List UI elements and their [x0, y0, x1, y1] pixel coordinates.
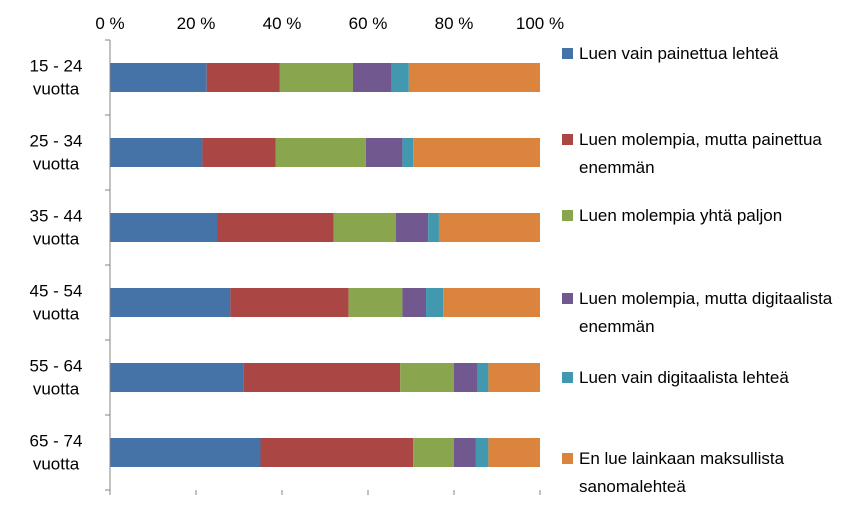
legend-swatch: [562, 134, 573, 145]
x-tick-label: 0 %: [95, 14, 124, 33]
category-label: 65 - 74 vuotta: [30, 432, 83, 474]
category-label: 15 - 24 vuotta: [30, 57, 83, 99]
bar-segment-2-6: [413, 138, 540, 167]
bar-segment-5-3: [400, 363, 454, 392]
legend-label: Luen molempia, mutta digitaalista enemmä…: [579, 289, 833, 336]
bars-layer: [110, 63, 540, 467]
legend-swatch: [562, 453, 573, 464]
bar-segment-2-2: [202, 138, 276, 167]
x-tick-label: 20 %: [177, 14, 216, 33]
legend-label: Luen vain digitaalista lehteä: [579, 368, 789, 387]
bar-segment-6-1: [110, 438, 261, 467]
legend-label: Luen molempia, mutta painettua enemmän: [579, 130, 822, 177]
bar-segment-5-1: [110, 363, 244, 392]
bar-segment-4-4: [402, 288, 427, 317]
bar-segment-1-5: [391, 63, 409, 92]
bar-segment-6-6: [488, 438, 540, 467]
bar-segment-4-2: [230, 288, 349, 317]
legend-label: Luen molempia yhtä paljon: [579, 206, 783, 225]
axes-layer: 15 - 24 vuotta 25 - 34 vuotta 35 - 44 vuotta 4…: [30, 14, 564, 495]
bar-segment-2-4: [365, 138, 403, 167]
bar-segment-1-1: [110, 63, 207, 92]
bar-segment-6-5: [475, 438, 489, 467]
bar-segment-1-2: [206, 63, 280, 92]
bar-segment-1-6: [408, 63, 540, 92]
legend-swatch: [562, 210, 573, 221]
category-label: 45 - 54 vuotta: [30, 282, 83, 324]
legend-swatch: [562, 293, 573, 304]
bar-segment-6-4: [454, 438, 476, 467]
bar-segment-5-4: [454, 363, 478, 392]
bar-segment-1-4: [352, 63, 392, 92]
bar-segment-4-5: [426, 288, 444, 317]
legend-swatch: [562, 372, 573, 383]
bar-segment-3-1: [110, 213, 218, 242]
category-label: 35 - 44 vuotta: [30, 207, 83, 249]
bar-segment-6-3: [413, 438, 454, 467]
category-label: 25 - 34 vuotta: [30, 132, 83, 174]
legend-label: En lue lainkaan maksullista sanomalehteä: [579, 449, 785, 496]
bar-segment-2-1: [110, 138, 203, 167]
x-tick-label: 80 %: [435, 14, 474, 33]
x-tick-label: 100 %: [516, 14, 564, 33]
bar-segment-4-3: [348, 288, 403, 317]
legend-swatch: [562, 48, 573, 59]
bar-segment-3-2: [217, 213, 334, 242]
bar-segment-5-5: [477, 363, 489, 392]
bar-segment-3-6: [438, 213, 540, 242]
x-tick-label: 60 %: [349, 14, 388, 33]
bar-segment-5-2: [243, 363, 401, 392]
bar-segment-3-5: [428, 213, 439, 242]
bar-segment-1-3: [279, 63, 353, 92]
legend-label: Luen vain painettua lehteä: [579, 44, 779, 63]
bar-segment-5-6: [488, 363, 540, 392]
bar-segment-2-3: [275, 138, 366, 167]
x-tick-label: 40 %: [263, 14, 302, 33]
bar-segment-4-6: [443, 288, 540, 317]
bar-segment-3-3: [333, 213, 396, 242]
category-label: 55 - 64 vuotta: [30, 357, 83, 399]
bar-segment-4-1: [110, 288, 231, 317]
bar-segment-2-5: [402, 138, 414, 167]
bar-segment-3-4: [395, 213, 429, 242]
bar-segment-6-2: [260, 438, 414, 467]
